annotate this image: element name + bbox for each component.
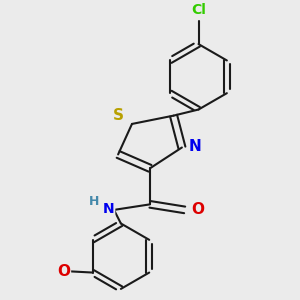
Text: Cl: Cl <box>191 3 206 17</box>
Text: O: O <box>191 202 205 217</box>
Text: O: O <box>57 264 70 279</box>
Text: N: N <box>189 139 202 154</box>
Text: H: H <box>89 194 99 208</box>
Text: N: N <box>103 202 114 215</box>
Text: S: S <box>113 108 124 123</box>
